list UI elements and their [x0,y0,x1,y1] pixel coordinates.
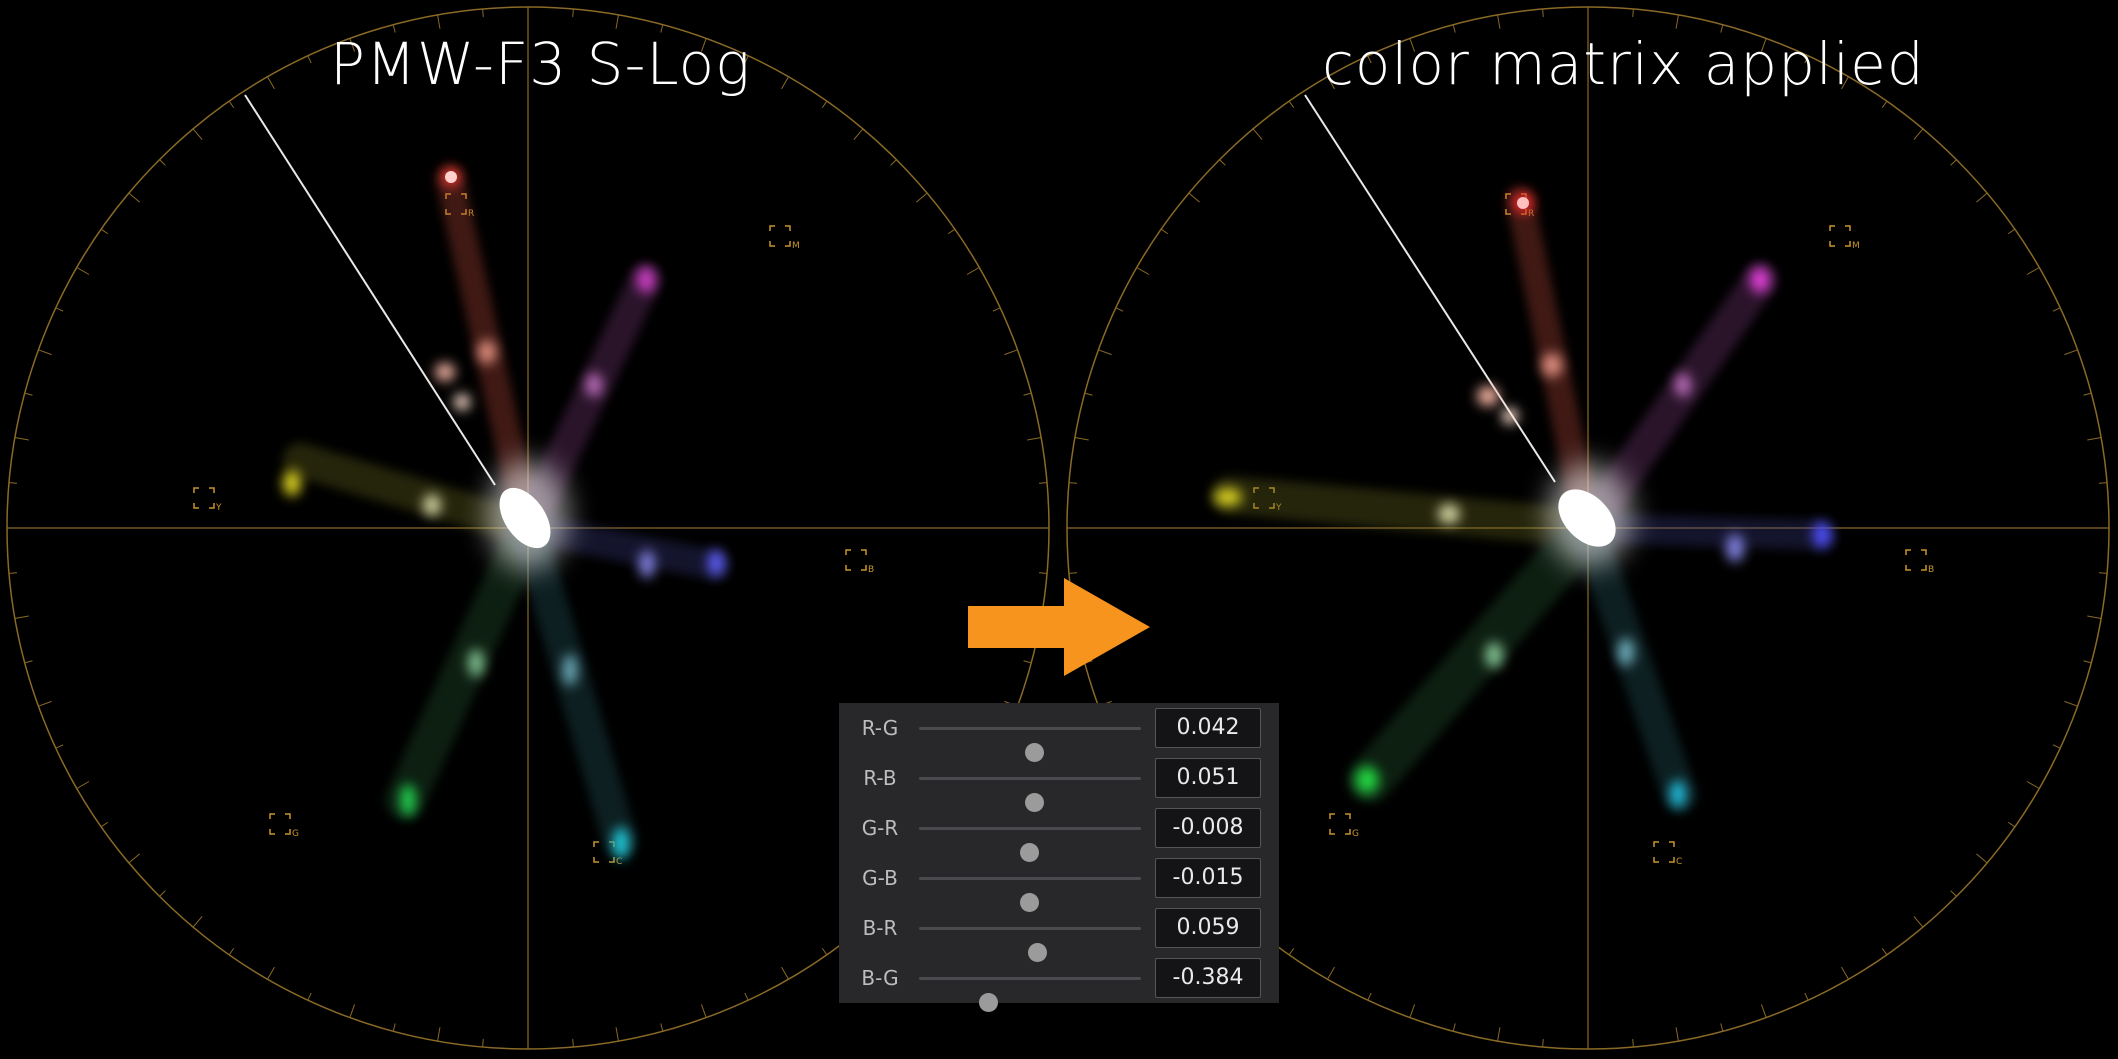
matrix-row-r-b: R-B 0.051 [839,753,1279,812]
target-box-m: M [769,225,800,251]
matrix-value-field-r-b[interactable]: 0.051 [1155,758,1261,798]
vectorscope-right: RMBCGY [1066,6,2110,1050]
matrix-label: G-R [861,816,899,840]
matrix-row-g-b: G-B -0.015 [839,853,1279,912]
matrix-slider-b-g[interactable] [919,977,1141,1012]
slider-thumb[interactable] [978,993,998,1012]
title-right: color matrix applied [1322,30,1925,98]
svg-text:M: M [1852,241,1860,251]
target-box-g: G [1329,813,1359,839]
matrix-label: B-G [861,966,899,990]
svg-text:G: G [292,829,299,839]
matrix-value-field-g-r[interactable]: -0.008 [1155,808,1261,848]
matrix-label: R-B [863,766,897,790]
slider-thumb[interactable] [1025,793,1045,812]
vectorscope-left: RMBCGY [6,6,1050,1050]
svg-text:Y: Y [215,503,222,513]
matrix-value-field-b-r[interactable]: 0.059 [1155,908,1261,948]
svg-text:C: C [616,857,622,867]
matrix-row-b-r: B-R 0.059 [839,903,1279,962]
matrix-slider-r-g[interactable] [919,727,1141,762]
arrow-right-icon [968,578,1150,676]
matrix-value-field-r-g[interactable]: 0.042 [1155,708,1261,748]
target-box-y: Y [193,487,222,513]
matrix-row-r-g: R-G 0.042 [839,703,1279,762]
target-box-b: B [1905,549,1934,575]
matrix-slider-g-b[interactable] [919,877,1141,912]
matrix-row-g-r: G-R -0.008 [839,803,1279,862]
svg-text:B: B [1928,565,1934,575]
matrix-slider-g-r[interactable] [919,827,1141,862]
matrix-value-field-g-b[interactable]: -0.015 [1155,858,1261,898]
svg-text:M: M [792,241,800,251]
svg-text:B: B [868,565,874,575]
matrix-label: G-B [862,866,898,890]
slider-thumb[interactable] [1025,743,1045,762]
matrix-row-b-g: B-G -0.384 [839,953,1279,1012]
matrix-label: R-G [861,716,899,740]
slider-thumb[interactable] [1027,943,1047,962]
matrix-label: B-R [862,916,898,940]
matrix-value-field-b-g[interactable]: -0.384 [1155,958,1261,998]
target-box-c: C [1653,841,1682,867]
target-box-b: B [845,549,874,575]
matrix-slider-r-b[interactable] [919,777,1141,812]
svg-text:G: G [1352,829,1359,839]
target-box-g: G [269,813,299,839]
target-box-m: M [1829,225,1860,251]
color-matrix-panel: R-G 0.042 R-B 0.051 G-R -0.008 G-B -0.01… [839,703,1279,1012]
svg-text:C: C [1676,857,1682,867]
slider-thumb[interactable] [1019,893,1039,912]
matrix-slider-b-r[interactable] [919,927,1141,962]
title-left: PMW-F3 S-Log [330,30,751,98]
slider-thumb[interactable] [1019,843,1039,862]
